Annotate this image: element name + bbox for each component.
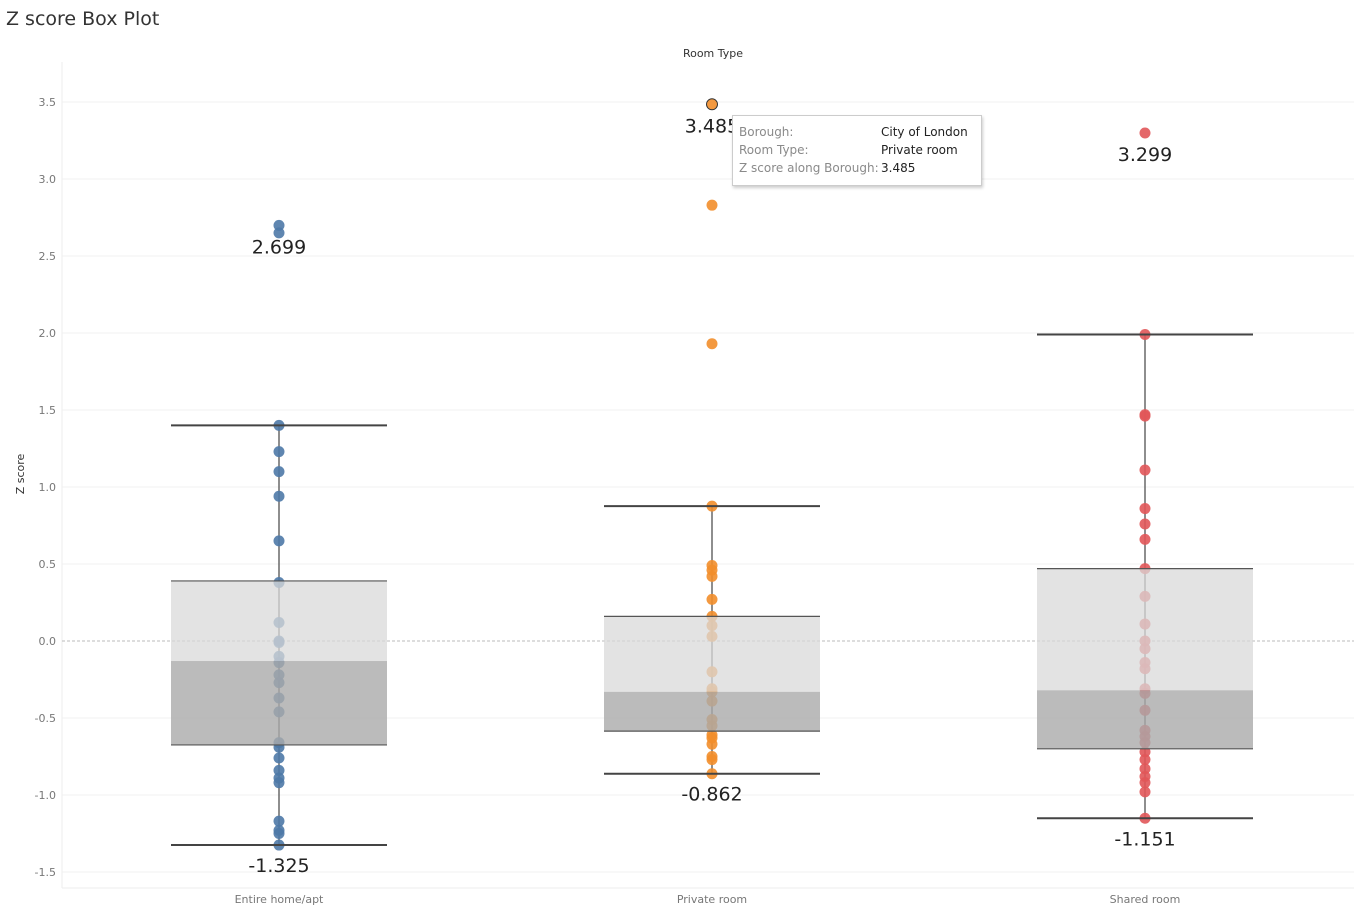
box-lower-half: [1037, 690, 1253, 749]
data-point: [1139, 503, 1151, 515]
y-tick-label: 3.5: [39, 96, 57, 109]
data-point: [1139, 786, 1151, 798]
data-point: [1139, 127, 1151, 139]
box-upper-half: [1037, 568, 1253, 691]
data-point: [1139, 533, 1151, 545]
min-data-label: -1.151: [1114, 828, 1175, 850]
data-point: [273, 535, 285, 547]
y-tick-label: 2.5: [39, 250, 57, 263]
data-point: [1139, 410, 1151, 422]
data-point: [706, 738, 718, 750]
y-tick-label: 1.0: [39, 481, 57, 494]
chart-title: Z score Box Plot: [6, 8, 160, 30]
x-category-label: Private room: [677, 893, 747, 906]
data-point: [273, 777, 285, 789]
data-point: [273, 490, 285, 502]
tooltip-value: Private room: [881, 143, 958, 157]
data-point: [1139, 777, 1151, 789]
tooltip-value: City of London: [881, 125, 968, 139]
data-point: [706, 754, 718, 766]
data-point: [273, 752, 285, 764]
y-tick-label: 1.5: [39, 404, 57, 417]
data-point: [706, 98, 718, 111]
y-tick-label: 0.5: [39, 558, 57, 571]
data-point: [273, 815, 285, 827]
data-point: [706, 199, 718, 211]
y-tick-label: -1.5: [35, 866, 56, 879]
data-point: [1139, 518, 1151, 530]
tooltip-key: Z score along Borough:: [739, 161, 879, 175]
box-lower-half: [604, 691, 820, 732]
box-lower-half: [171, 661, 387, 745]
max-data-label: 3.299: [1118, 144, 1172, 166]
tooltip-row-room-type: Room Type: Private room: [739, 143, 958, 157]
tooltip: Borough: City of London Room Type: Private…: [732, 115, 982, 186]
tooltip-value: 3.485: [881, 161, 916, 175]
tooltip-key: Borough:: [739, 125, 794, 139]
y-tick-label: 3.0: [39, 173, 57, 186]
data-point: [273, 466, 285, 478]
tooltip-row-borough: Borough: City of London: [739, 125, 968, 139]
y-tick-label: 2.0: [39, 327, 57, 340]
min-data-label: -1.325: [248, 855, 309, 877]
data-point: [1139, 754, 1151, 766]
y-axis-title: Z score: [14, 453, 27, 494]
data-point: [706, 593, 718, 605]
data-point: [273, 227, 285, 239]
data-point: [706, 570, 718, 582]
box-upper-half: [604, 616, 820, 692]
max-data-label: 2.699: [252, 236, 306, 258]
max-data-label: 3.485: [685, 115, 739, 137]
min-data-label: -0.862: [681, 784, 742, 806]
data-point: [273, 764, 285, 776]
x-category-label: Entire home/apt: [235, 893, 324, 906]
data-point: [1139, 464, 1151, 476]
y-tick-label: -0.5: [35, 712, 56, 725]
tooltip-row-zscore: Z score along Borough: 3.485: [739, 161, 915, 175]
data-point: [706, 338, 718, 350]
box-upper-half: [171, 580, 387, 662]
tooltip-key: Room Type:: [739, 143, 809, 157]
column-header: Room Type: [683, 47, 743, 60]
y-tick-label: 0.0: [39, 635, 57, 648]
data-point: [273, 219, 285, 231]
x-category-label: Shared room: [1110, 893, 1181, 906]
y-tick-label: -1.0: [35, 789, 56, 802]
data-point: [273, 828, 285, 839]
data-point: [1139, 763, 1151, 775]
data-point: [273, 446, 285, 458]
